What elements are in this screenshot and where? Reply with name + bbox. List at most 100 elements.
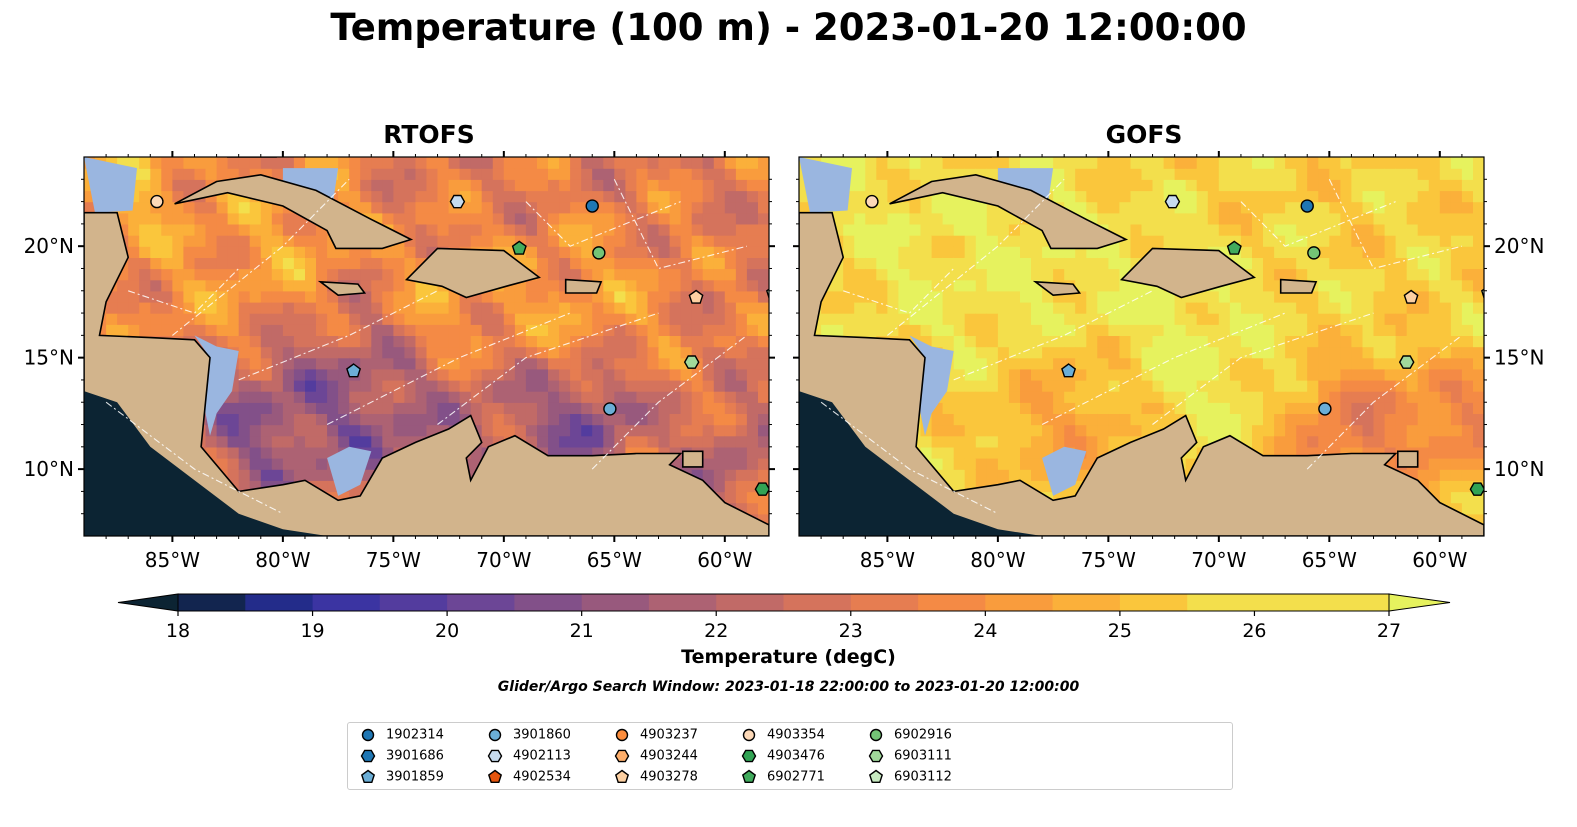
- colorbar-segment: [918, 594, 986, 611]
- colorbar-tick-label: 23: [839, 620, 863, 642]
- colorbar-segment: [1052, 594, 1121, 611]
- legend-marker-pentagon-icon: [614, 769, 630, 784]
- legend-marker: [614, 769, 630, 784]
- colorbar: 18 19 20 21 22 23 24 25 26 27: [117, 593, 1451, 642]
- colorbar-label: Temperature (degC): [681, 646, 896, 668]
- float-marker-6902916: [592, 246, 606, 260]
- boundary-3: [437, 312, 659, 425]
- legend-label: 4903354: [767, 727, 825, 743]
- legend-marker: [360, 769, 376, 784]
- colorbar-extend-min: [117, 593, 179, 612]
- colorbar-segment: [447, 594, 515, 611]
- legend-marker: [868, 769, 884, 784]
- boundary-1: [238, 290, 438, 381]
- legend-marker: [360, 749, 376, 763]
- legend-marker-circle-icon: [361, 728, 375, 742]
- float-marker-4903354: [865, 194, 879, 209]
- pacific-region: [84, 391, 328, 536]
- x-tick-label-rtofs: 80°W: [255, 548, 310, 572]
- colorbar-segment: [312, 594, 381, 611]
- boundary-7: [1240, 201, 1396, 247]
- land-trinidad: [681, 450, 704, 468]
- land-puerto-rico: [564, 278, 603, 294]
- x-tick-label-gofs: 60°W: [1412, 548, 1467, 572]
- legend-item-4902113: 4902113: [487, 748, 571, 765]
- map-panel-gofs: [799, 157, 1484, 536]
- legend-marker: [741, 749, 757, 763]
- legend-item-4903476: 4903476: [741, 748, 825, 765]
- legend-label: 4903244: [640, 748, 698, 764]
- land-hispaniola: [404, 247, 541, 299]
- shelf-2: [799, 157, 852, 213]
- land-puerto-rico: [1279, 278, 1318, 294]
- legend-label: 3901686: [386, 748, 444, 764]
- float-marker-3901859: [1061, 363, 1077, 378]
- legend-item-6903112: 6903112: [868, 769, 952, 786]
- boundary-2: [1041, 312, 1286, 425]
- boundary-5: [105, 401, 284, 515]
- legend-marker: [868, 749, 884, 763]
- legend-marker: [614, 749, 630, 763]
- legend-item-3901860: 3901860: [487, 727, 571, 744]
- legend-marker-pentagon-icon: [868, 769, 884, 784]
- legend-marker-pentagon-icon: [487, 769, 503, 784]
- y-tick-label-gofs: 20°N: [1494, 234, 1544, 258]
- colorbar-segment: [178, 594, 246, 611]
- shelf-0: [194, 335, 239, 436]
- float-marker-3901860: [1318, 402, 1332, 416]
- land-florida: [941, 157, 993, 158]
- land-florida: [226, 157, 278, 158]
- land-cuba: [174, 173, 414, 250]
- legend-label: 4902534: [513, 769, 571, 785]
- float-marker-1902314: [585, 199, 599, 213]
- legend-item-4903278: 4903278: [614, 769, 698, 786]
- legend-marker: [487, 769, 503, 784]
- colorbar-tick-label: 18: [166, 620, 190, 642]
- boundary-7: [525, 201, 681, 247]
- legend-item-4903237: 4903237: [614, 727, 698, 744]
- float-marker-4903354: [150, 194, 164, 209]
- colorbar-segment: [1321, 594, 1390, 611]
- legend-label: 6903112: [894, 769, 952, 785]
- legend-marker: [488, 728, 502, 742]
- colorbar-tick-label: 21: [570, 620, 594, 642]
- legend-marker-circle-icon: [742, 728, 756, 742]
- legend-label: 6902771: [767, 769, 825, 785]
- map-panel-rtofs: [84, 157, 769, 536]
- shelf-3: [1042, 446, 1087, 496]
- search-window-subtitle: Glider/Argo Search Window: 2023-01-18 22…: [497, 679, 1080, 695]
- colorbar-segment: [514, 594, 583, 611]
- x-tick-label-rtofs: 75°W: [366, 548, 421, 572]
- x-tick-label-gofs: 70°W: [1191, 548, 1246, 572]
- land-hispaniola: [1119, 247, 1256, 299]
- float-marker-6903111: [683, 355, 700, 369]
- legend-label: 1902314: [386, 727, 444, 743]
- float-marker-4902113: [1164, 194, 1181, 209]
- colorbar-segment: [581, 594, 650, 611]
- y-tick-label-gofs: 15°N: [1494, 346, 1544, 370]
- colorbar-segment: [245, 594, 314, 611]
- land-cuba: [889, 173, 1129, 250]
- legend-item-4902534: 4902534: [487, 769, 571, 786]
- boundary-2: [326, 312, 571, 425]
- x-tick-label-gofs: 65°W: [1302, 548, 1357, 572]
- float-marker-4903278: [1403, 289, 1419, 304]
- legend-marker-hexagon-icon: [614, 749, 630, 763]
- boundary-8: [613, 179, 748, 270]
- float-marker-4903476: [1469, 482, 1484, 496]
- legend-marker-pentagon-icon: [741, 769, 757, 784]
- legend-marker: [487, 749, 503, 763]
- legend-item-6902916: 6902916: [868, 727, 952, 744]
- y-tick-label-rtofs: 10°N: [24, 457, 74, 481]
- legend-item-3901859: 3901859: [360, 769, 444, 786]
- y-tick-label-gofs: 10°N: [1494, 457, 1544, 481]
- boundary-4: [591, 334, 748, 470]
- legend-label: 6903111: [894, 748, 952, 764]
- float-marker-3901859: [346, 363, 362, 378]
- colorbar-tick-label: 26: [1242, 620, 1266, 642]
- legend-marker-hexagon-icon: [741, 749, 757, 763]
- legend-label: 6902916: [894, 727, 952, 743]
- y-tick-label-rtofs: 20°N: [24, 234, 74, 258]
- boundary-0: [887, 178, 1065, 336]
- y-tick-label-rtofs: 15°N: [24, 346, 74, 370]
